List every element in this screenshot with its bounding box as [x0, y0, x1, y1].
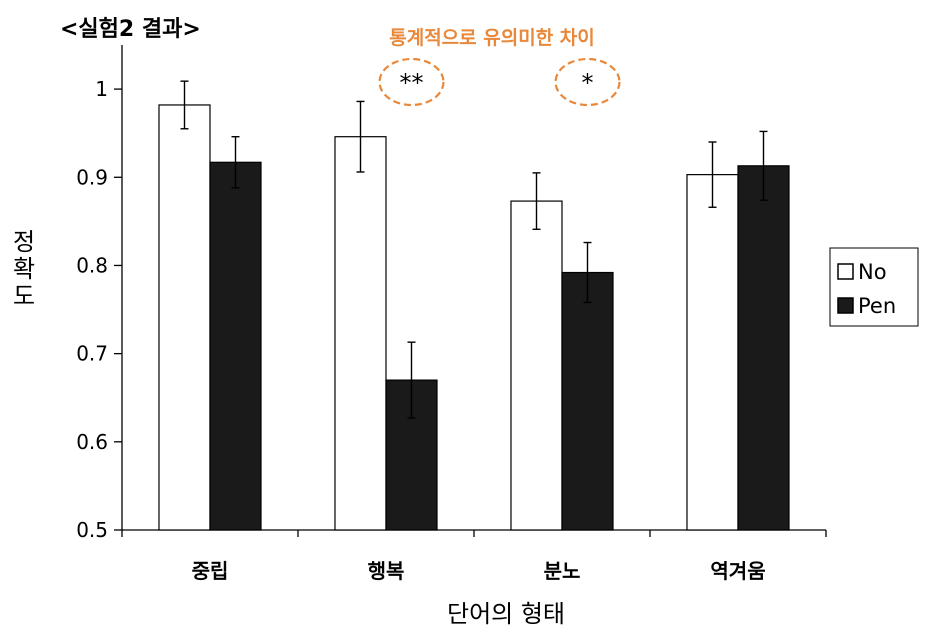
x-category-label: 역겨움: [710, 559, 765, 583]
legend-label-pen: Pen: [858, 294, 896, 318]
significance-marker: **: [400, 69, 424, 97]
legend: No Pen: [829, 247, 919, 327]
error-bar: [180, 80, 189, 130]
bar-no: [686, 174, 739, 531]
error-bar: [231, 136, 240, 189]
y-tick-label: 0.8: [76, 253, 108, 277]
x-category-label: 중립: [192, 559, 229, 583]
bar-no: [334, 136, 387, 531]
error-bar: [407, 341, 416, 419]
x-category-label: 행복: [368, 559, 405, 583]
error-bar: [356, 100, 365, 173]
error-bar: [532, 172, 541, 231]
legend-swatch-no: [837, 263, 854, 280]
x-axis-title: 단어의 형태: [447, 600, 565, 628]
significance-ellipse: [378, 57, 445, 107]
y-tick-label: 0.7: [76, 342, 108, 366]
y-tick-label: 0.9: [76, 165, 108, 189]
error-bar: [759, 130, 768, 201]
bar-no: [158, 104, 211, 531]
y-tick-label: 0.5: [76, 518, 108, 542]
y-tick-label: 1: [95, 77, 108, 101]
bar-no: [510, 200, 563, 531]
bar-pen: [737, 165, 790, 531]
legend-label-no: No: [858, 260, 887, 284]
significance-marker: *: [582, 69, 594, 97]
error-bar: [583, 241, 592, 304]
bar-pen: [561, 271, 614, 531]
x-category-label: 분노: [544, 559, 581, 583]
y-tick-label: 0.6: [76, 430, 108, 454]
legend-swatch-pen: [837, 297, 854, 314]
plot-area: 0.5 0.6 0.7 0.8 0.9 1 중립 행복 ** 분노 * 역겨움: [76, 45, 827, 583]
chart-title: <실험2 결과>: [60, 16, 201, 42]
bar-pen: [209, 161, 262, 531]
significance-annotation: 통계적으로 유의미한 차이: [389, 27, 595, 49]
significance-ellipse: [554, 57, 621, 107]
error-bar: [708, 141, 717, 208]
